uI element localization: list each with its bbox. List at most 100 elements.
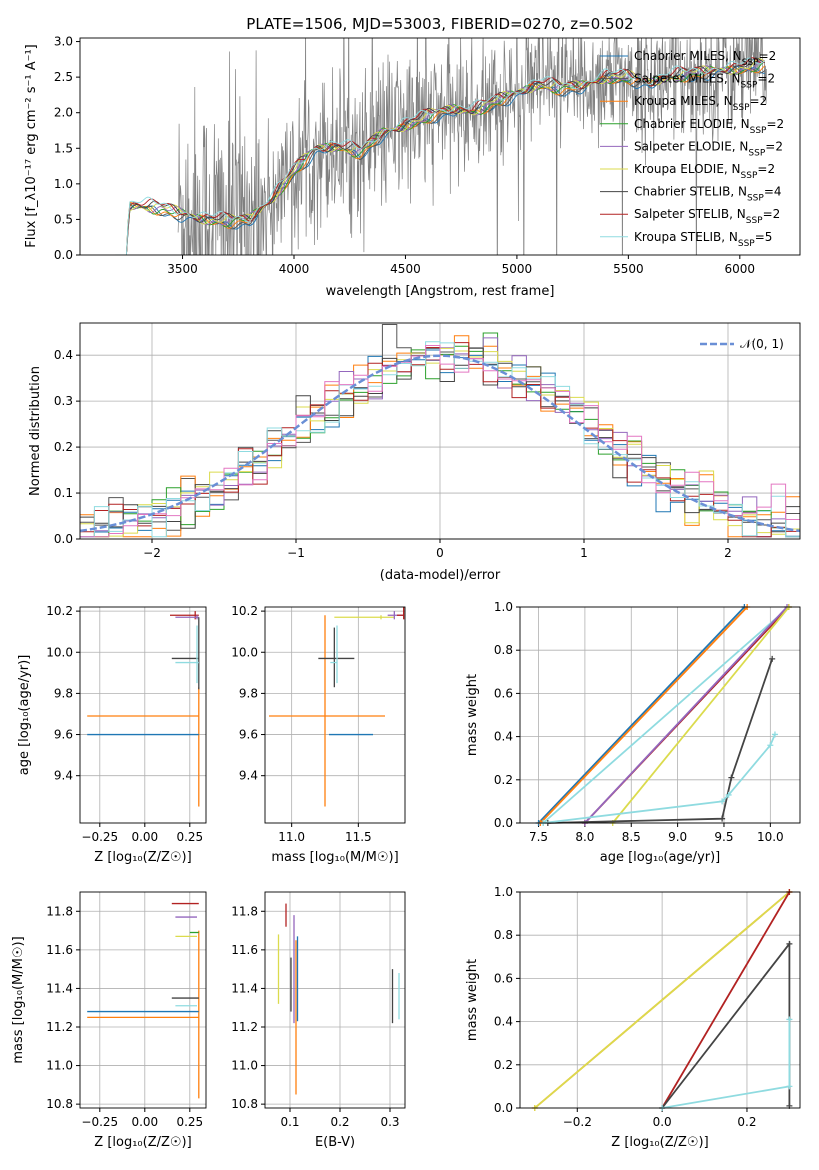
y-tick-label: 10.8 bbox=[231, 1097, 258, 1111]
y-tick-label: 11.2 bbox=[46, 1020, 73, 1034]
y-tick-label: 9.6 bbox=[54, 728, 73, 742]
y-tick-label: 9.8 bbox=[54, 686, 73, 700]
y-tick-label: 0.4 bbox=[494, 1015, 513, 1029]
residual-histogram-panel: −2 −1 0 1 2 0.0 0.1 0.2 0.3 0.4 (data-model)/erro… bbox=[28, 322, 801, 583]
cumulative-weight-line-1 bbox=[539, 606, 748, 824]
x-tick-label: 4000 bbox=[279, 262, 310, 276]
x-axis-label: Z [log₁₀(Z/Z☉)] bbox=[94, 850, 191, 865]
x-tick-label: 9.5 bbox=[714, 830, 733, 844]
axes-frame bbox=[264, 606, 406, 824]
spectrum-y-label: Flux [f_λ10⁻¹⁷ erg cm⁻² s⁻¹ A⁻¹] bbox=[24, 44, 39, 248]
y-tick-label: 1.0 bbox=[494, 600, 513, 614]
y-tick-label: 0.8 bbox=[494, 643, 513, 657]
cumulative-weight-line-4 bbox=[661, 1019, 791, 1109]
cumulative-weight-line-0 bbox=[537, 606, 746, 824]
x-tick-label: 10.0 bbox=[757, 830, 784, 844]
x-tick-label: 7.5 bbox=[529, 830, 548, 844]
y-tick-label: 1.0 bbox=[54, 177, 73, 191]
cumulative-weight-marker bbox=[786, 1016, 793, 1023]
y-tick-label: 0.4 bbox=[494, 730, 513, 744]
weight-vs-age-panel: 7.5 8.0 8.5 9.0 9.5 10.0 0.0 0.2 0.4 0.6 0.8 1.0 age… bbox=[465, 600, 801, 865]
y-tick-label: 10.2 bbox=[46, 604, 73, 618]
legend-label: Salpeter ELODIE, NSSP=2 bbox=[634, 139, 783, 158]
y-axis-label: mass weight bbox=[465, 959, 480, 1041]
x-tick-label: −0.25 bbox=[81, 1115, 118, 1129]
axes-frame bbox=[519, 606, 801, 824]
x-tick-label: 5500 bbox=[613, 262, 644, 276]
normal-curve bbox=[80, 354, 800, 533]
y-tick-label: 2.5 bbox=[54, 70, 73, 84]
cumulative-weight-marker bbox=[728, 774, 735, 781]
x-tick-label: 1 bbox=[580, 546, 588, 560]
legend-label: Chabrier ELODIE, NSSP=2 bbox=[634, 117, 784, 136]
age-vs-z-panel: −0.25 0.00 0.25 9.4 9.6 9.8 10.0 10.2 Z [log₁₀(Z… bbox=[17, 604, 207, 865]
spectrum-x-label: wavelength [Angstrom, rest frame] bbox=[326, 284, 555, 299]
residual-histogram-9 bbox=[80, 345, 800, 538]
mass-vs-z-panel: −0.25 0.00 0.25 10.8 11.0 11.2 11.4 11.6 11.8 Z [… bbox=[11, 891, 207, 1150]
cumulative-weight-line-3 bbox=[661, 941, 791, 1109]
y-tick-label: 10.0 bbox=[46, 645, 73, 659]
y-tick-label: 11.0 bbox=[231, 1059, 258, 1073]
cumulative-weight-marker bbox=[786, 1083, 793, 1090]
y-tick-label: 9.4 bbox=[54, 769, 73, 783]
y-tick-label: 11.6 bbox=[46, 943, 73, 957]
residual-axes-frame bbox=[79, 322, 801, 540]
axes-frame bbox=[519, 891, 801, 1109]
spectrum-panel: 3500 4000 4500 5000 5500 6000 0.0 0.5 1.0 1.5 2.0 2… bbox=[24, 35, 801, 299]
x-tick-label: 8.5 bbox=[622, 830, 641, 844]
cumulative-weight-line-4 bbox=[584, 606, 788, 824]
y-tick-label: 0.8 bbox=[494, 928, 513, 942]
observed-spectrum bbox=[177, 38, 767, 255]
x-tick-label: 0.3 bbox=[380, 1115, 399, 1129]
cumulative-weight-line-6 bbox=[547, 658, 774, 824]
cumulative-weight-marker bbox=[769, 655, 776, 662]
y-axis-label: age [log₁₀(age/yr)] bbox=[17, 655, 32, 776]
legend-label: Salpeter STELIB, NSSP=2 bbox=[634, 207, 780, 226]
model-spectrum-8 bbox=[115, 57, 766, 255]
x-tick-label: −2 bbox=[143, 546, 161, 560]
figure-title: PLATE=1506, MJD=53003, FIBERID=0270, z=0… bbox=[246, 15, 633, 33]
y-tick-label: 0.1 bbox=[54, 486, 73, 500]
y-tick-label: 1.5 bbox=[54, 141, 73, 155]
y-tick-label: 0.5 bbox=[54, 212, 73, 226]
y-tick-label: 10.0 bbox=[231, 645, 258, 659]
y-tick-label: 0.2 bbox=[54, 440, 73, 454]
y-tick-label: 0.6 bbox=[494, 686, 513, 700]
mass-vs-ebv-panel: 0.1 0.2 0.3 10.8 11.0 11.2 11.4 11.6 11.8 E(B-V) bbox=[231, 891, 406, 1150]
residual-histogram-3 bbox=[80, 332, 800, 538]
y-tick-label: 0.4 bbox=[54, 348, 73, 362]
y-tick-label: 9.4 bbox=[239, 769, 258, 783]
cumulative-weight-marker bbox=[725, 791, 732, 798]
cumulative-weight-marker bbox=[786, 940, 793, 947]
x-tick-label: 0.00 bbox=[131, 830, 158, 844]
x-tick-label: 8.0 bbox=[575, 830, 594, 844]
legend-label: Kroupa ELODIE, NSSP=2 bbox=[634, 162, 775, 181]
x-tick-label: 6000 bbox=[725, 262, 756, 276]
y-tick-label: 11.8 bbox=[46, 904, 73, 918]
cumulative-weight-marker bbox=[719, 815, 726, 822]
y-tick-label: 9.8 bbox=[239, 686, 258, 700]
y-tick-label: 0.3 bbox=[54, 394, 73, 408]
y-tick-label: 3.0 bbox=[54, 35, 73, 49]
x-tick-label: −1 bbox=[287, 546, 305, 560]
y-tick-label: 1.0 bbox=[494, 885, 513, 899]
axes-frame bbox=[264, 891, 406, 1109]
residual-x-label: (data-model)/error bbox=[380, 568, 501, 583]
x-tick-label: 9.0 bbox=[668, 830, 687, 844]
y-tick-label: 9.6 bbox=[239, 728, 258, 742]
x-tick-label: 11.5 bbox=[345, 830, 372, 844]
y-tick-label: 0.0 bbox=[494, 1101, 513, 1115]
cumulative-weight-marker bbox=[719, 798, 726, 805]
normal-legend-label: 𝒩(0, 1) bbox=[740, 337, 784, 351]
y-tick-label: 0.0 bbox=[494, 816, 513, 830]
y-axis-label: mass weight bbox=[465, 674, 480, 756]
x-tick-label: 0.25 bbox=[176, 830, 203, 844]
x-axis-label: Z [log₁₀(Z/Z☉)] bbox=[94, 1135, 191, 1150]
y-tick-label: 0.6 bbox=[494, 971, 513, 985]
y-tick-label: 11.4 bbox=[46, 981, 73, 995]
y-tick-label: 11.8 bbox=[231, 904, 258, 918]
cumulative-weight-line-7 bbox=[543, 734, 776, 824]
age-vs-mass-panel: 11.0 11.5 9.4 9.6 9.8 10.0 10.2 mass [log₁₀(M/M… bbox=[231, 604, 406, 865]
